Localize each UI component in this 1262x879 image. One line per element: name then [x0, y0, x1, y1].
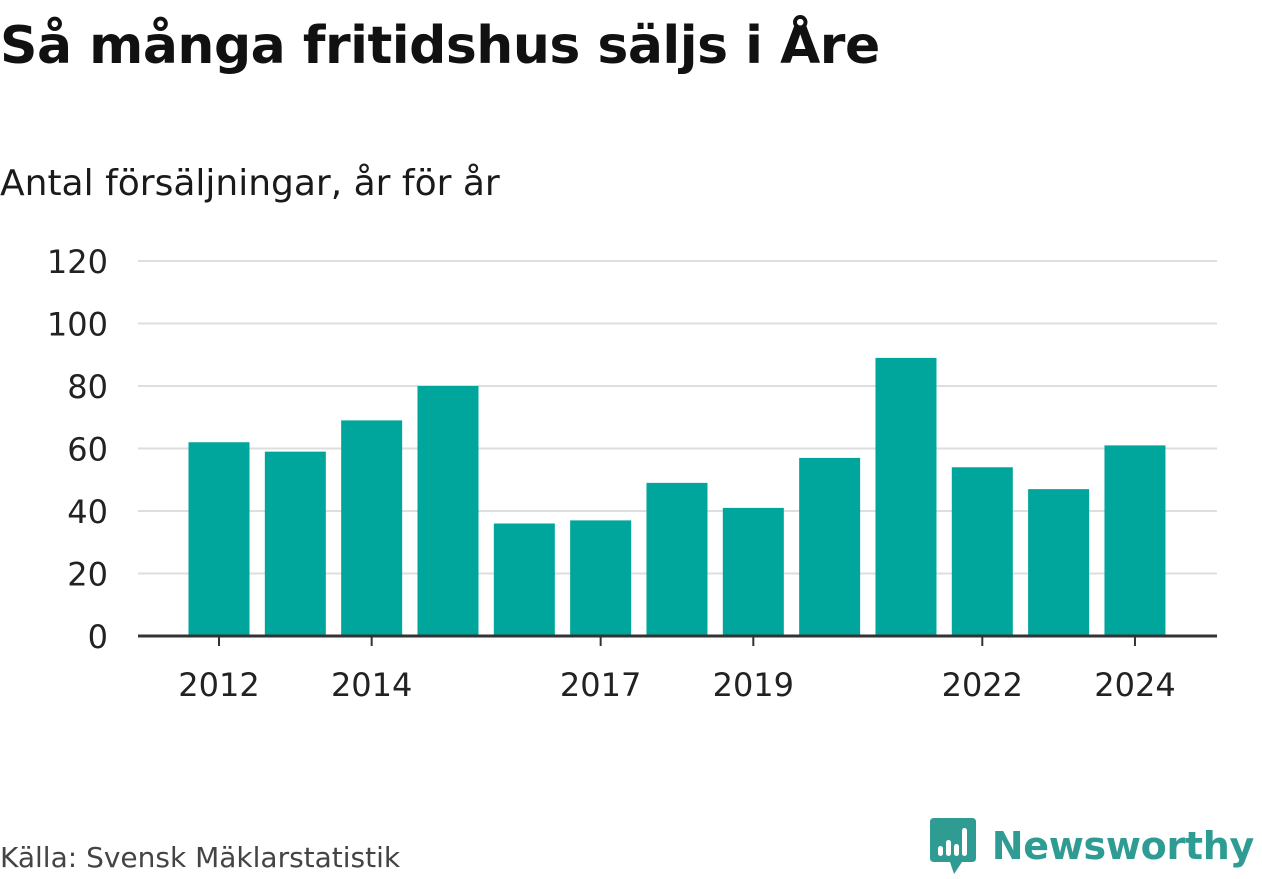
x-tick-label: 2022 — [942, 666, 1023, 704]
bar-2012 — [188, 442, 250, 636]
y-tick-label: 20 — [67, 556, 108, 594]
x-tick-label: 2024 — [1094, 666, 1175, 704]
bar-2014 — [341, 420, 403, 636]
y-tick-label: 0 — [88, 618, 108, 656]
chart-title: Så många fritidshus säljs i Åre — [0, 16, 880, 76]
newsworthy-logo: Newsworthy — [928, 816, 1254, 876]
x-tick-label: 2012 — [178, 666, 259, 704]
y-tick-label: 80 — [67, 368, 108, 406]
x-axis-ticks: 2012 2014 2017 2019 2022 2024 — [178, 636, 1176, 704]
bar-2020 — [799, 457, 861, 637]
newsworthy-logo-icon — [929, 818, 976, 874]
x-tick-label: 2019 — [713, 666, 794, 704]
source-note: Källa: Svensk Mäklarstatistik — [0, 841, 401, 874]
bar-2015 — [417, 386, 479, 636]
bar-2021 — [875, 357, 937, 637]
bar-2024 — [1104, 445, 1166, 637]
bar-2023 — [1028, 489, 1090, 637]
brand-name: Newsworthy — [991, 824, 1255, 868]
y-tick-label: 60 — [67, 431, 108, 469]
bar-2019 — [722, 507, 784, 637]
bar-2018 — [646, 482, 708, 637]
bars — [188, 357, 1166, 637]
bar-2017 — [570, 520, 632, 637]
y-tick-label: 120 — [47, 243, 108, 281]
bar-2016 — [493, 523, 555, 636]
x-tick-label: 2014 — [331, 666, 412, 704]
y-axis-tick-labels: 0 20 40 60 80 100 120 — [47, 243, 108, 656]
x-tick-label: 2017 — [560, 666, 641, 704]
y-tick-label: 100 — [47, 306, 108, 344]
y-tick-label: 40 — [67, 493, 108, 531]
bar-2022 — [951, 467, 1013, 636]
chart-subtitle: Antal försäljningar, år för år — [0, 163, 500, 204]
bar-chart: 0 20 40 60 80 100 120 2012 2014 2017 2019 2022 2024 — [47, 243, 1217, 704]
bar-2013 — [264, 451, 326, 637]
